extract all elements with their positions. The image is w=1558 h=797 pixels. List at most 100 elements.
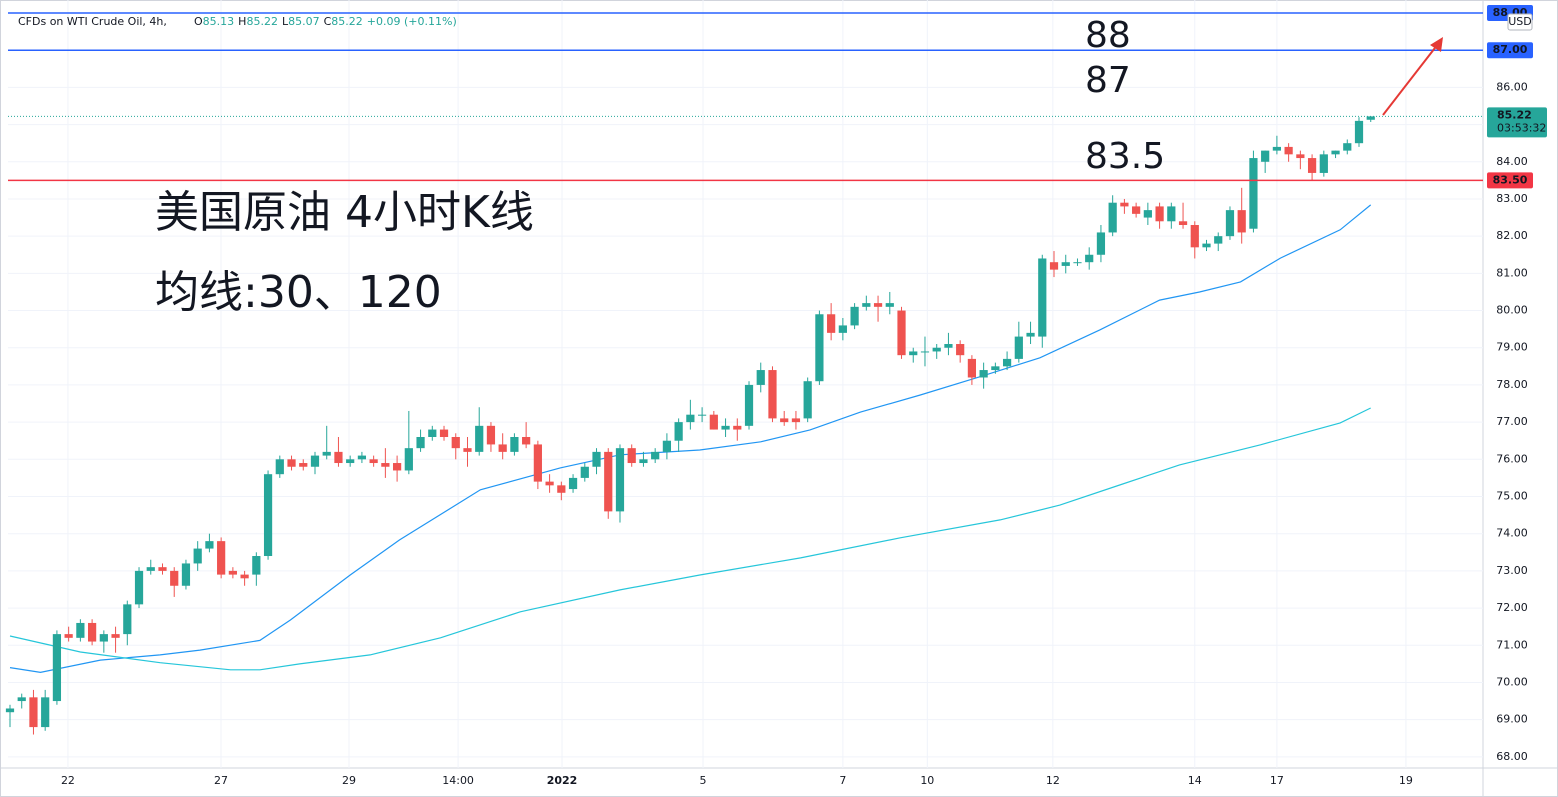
candle-body (1237, 210, 1246, 233)
candle-body (334, 451, 343, 464)
candle-body (1120, 202, 1129, 207)
field-value: 85.13 (203, 15, 235, 28)
price-tag-label: 85.22 (1497, 108, 1532, 121)
x-tick-label: 14 (1188, 774, 1202, 787)
candle-body (181, 563, 191, 586)
field-label: O (194, 15, 203, 28)
y-tick-label: 72.00 (1496, 601, 1528, 614)
candle-body (240, 574, 249, 579)
candle-body (1061, 262, 1070, 266)
y-tick-label: 80.00 (1496, 304, 1528, 317)
x-tick-label: 7 (839, 774, 846, 787)
x-tick-label: 22 (61, 774, 75, 787)
candle-body (217, 541, 226, 575)
candle-body (533, 444, 542, 482)
candle-body (510, 436, 519, 452)
symbol: CFDs on WTI Crude Oil, 4h, (18, 15, 167, 28)
candle-body (5, 708, 15, 713)
candle-body (52, 634, 62, 702)
candle-body (263, 474, 273, 557)
candle-body (1331, 150, 1340, 155)
candle-body (439, 429, 449, 437)
candle-body (615, 448, 625, 512)
arrow-head (1430, 37, 1443, 52)
candle-body (299, 463, 308, 467)
candle-body (322, 451, 331, 456)
y-tick-label: 78.00 (1496, 378, 1528, 391)
countdown: 03:53:32 (1497, 121, 1546, 134)
annotation: 美国原油 4小时K线 (155, 187, 534, 238)
candle-body (404, 448, 413, 471)
candle-body (768, 370, 777, 419)
candle-body (1261, 150, 1270, 162)
annotation: 83.5 (1085, 136, 1165, 177)
candle-body (1014, 336, 1023, 359)
currency-box (1507, 13, 1533, 31)
field-label: H (238, 15, 246, 28)
y-tick-label: 77.00 (1496, 415, 1528, 428)
candle-body (967, 358, 977, 378)
candle-body (815, 314, 824, 382)
y-tick-label: 84.00 (1496, 155, 1528, 168)
candle-body (920, 351, 930, 353)
y-tick-label: 76.00 (1496, 452, 1528, 465)
candle-body (1284, 146, 1293, 155)
candle-body (1214, 236, 1223, 244)
y-tick-label: 82.00 (1496, 229, 1528, 242)
candle-body (1225, 210, 1235, 237)
candle-body (475, 425, 484, 452)
candle-body (369, 459, 378, 464)
candle-body (1202, 243, 1211, 248)
y-tick-label: 70.00 (1496, 675, 1528, 688)
candle-body (909, 351, 918, 356)
candle-body (346, 459, 355, 464)
candle-body (76, 622, 85, 638)
x-tick-label: 5 (700, 774, 707, 787)
candle-body (862, 303, 871, 307)
moving-average (9, 204, 1372, 674)
candle-body (170, 570, 179, 586)
arrow (1382, 43, 1439, 116)
candle-body (158, 567, 167, 571)
candle-body (275, 459, 284, 475)
currency: USD (1508, 15, 1532, 28)
y-tick-label: 86.00 (1496, 80, 1528, 93)
plot (5, 0, 1483, 768)
candle-body (41, 697, 50, 728)
moving-average (9, 407, 1371, 671)
candle-body (522, 436, 531, 445)
candle-body (592, 451, 601, 467)
candle-body (885, 303, 894, 307)
y-tick-label: 69.00 (1496, 713, 1528, 726)
candle-body (416, 436, 425, 449)
candle-body (228, 570, 237, 575)
candle-body (1096, 232, 1106, 255)
candle-body (662, 440, 672, 452)
candle-body (123, 604, 132, 635)
field-label: C (324, 15, 332, 28)
candle-body (1049, 262, 1059, 270)
candle-body (99, 634, 108, 642)
candle-body (1296, 154, 1305, 159)
y-tick-label: 75.00 (1496, 490, 1528, 503)
candle-body (932, 347, 941, 352)
candle-body (991, 366, 1000, 371)
candle-body (651, 451, 660, 460)
candle-body (1249, 158, 1258, 229)
candle-body (392, 463, 402, 471)
candle-body (146, 567, 155, 571)
candle-body (627, 448, 636, 464)
candle-body (697, 414, 707, 416)
candle-body (1073, 262, 1082, 264)
candle-body (1002, 358, 1012, 367)
price-tag-label: 83.50 (1493, 173, 1528, 186)
price-tag-label: 87.00 (1493, 43, 1528, 56)
candle-body (1132, 206, 1141, 214)
candle-body (1272, 146, 1281, 151)
candle-body (733, 425, 742, 430)
candle-body (580, 466, 589, 478)
candle-body (1143, 210, 1152, 218)
candle-body (1343, 143, 1352, 151)
